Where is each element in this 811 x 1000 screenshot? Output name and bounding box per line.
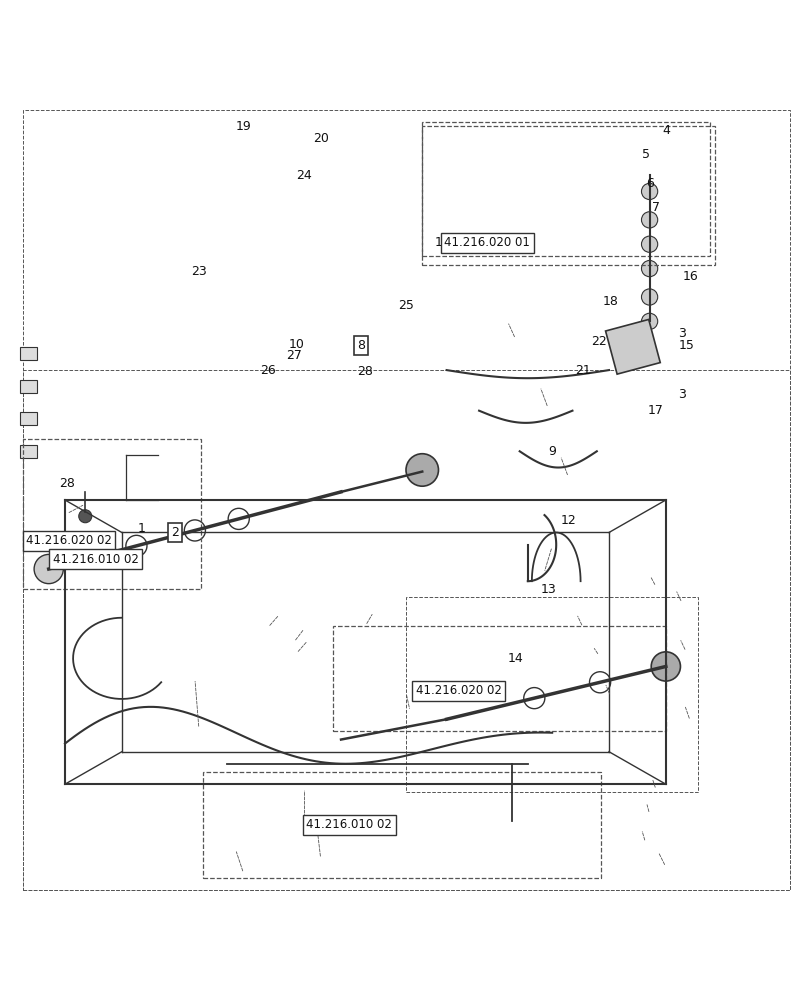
Text: 5: 5 [641, 148, 649, 161]
Text: 17: 17 [647, 404, 663, 417]
Text: 41.216.010 02: 41.216.010 02 [306, 818, 392, 831]
Text: 21: 21 [574, 364, 590, 377]
Bar [203, 772, 600, 878]
Text: 2: 2 [170, 526, 178, 539]
Text: 8: 8 [357, 339, 365, 352]
Text: 26: 26 [260, 364, 276, 377]
Text: 7: 7 [651, 201, 659, 214]
Text: 28: 28 [58, 477, 75, 490]
Bar [20, 347, 36, 360]
Text: 6: 6 [645, 177, 653, 190]
Text: 18: 18 [602, 295, 618, 308]
Text: 3: 3 [677, 388, 685, 401]
Circle shape [406, 454, 438, 486]
Circle shape [650, 652, 680, 681]
Circle shape [641, 313, 657, 329]
Bar [406, 597, 697, 792]
Text: 27: 27 [285, 349, 302, 362]
Bar [23, 370, 789, 890]
Text: 19: 19 [235, 120, 251, 133]
Text: 14: 14 [507, 652, 523, 665]
Text: 9: 9 [547, 445, 556, 458]
Text: 12: 12 [560, 514, 576, 527]
Text: 11: 11 [434, 236, 450, 249]
Text: 41.216.020 01: 41.216.020 01 [444, 236, 530, 249]
Text: 28: 28 [357, 365, 373, 378]
Text: 4: 4 [661, 124, 669, 137]
Circle shape [34, 554, 63, 584]
Bar [605, 319, 659, 374]
Text: 25: 25 [397, 299, 414, 312]
Circle shape [641, 183, 657, 200]
Text: 22: 22 [590, 335, 607, 348]
Text: 3: 3 [677, 327, 685, 340]
Circle shape [641, 289, 657, 305]
Circle shape [79, 510, 92, 523]
Bar [20, 445, 36, 458]
Bar [333, 626, 665, 731]
Bar [422, 126, 714, 265]
Text: 15: 15 [677, 339, 693, 352]
Text: 41.216.020 02: 41.216.020 02 [415, 684, 501, 697]
Circle shape [641, 236, 657, 252]
Bar [20, 380, 36, 393]
Text: 20: 20 [312, 132, 328, 145]
Text: 16: 16 [681, 270, 697, 283]
Bar [20, 412, 36, 425]
Text: 41.216.020 02: 41.216.020 02 [26, 534, 112, 547]
Circle shape [641, 260, 657, 277]
Text: 23: 23 [191, 265, 207, 278]
Text: 10: 10 [288, 338, 304, 351]
Bar [422, 122, 710, 256]
Circle shape [641, 212, 657, 228]
Text: 13: 13 [539, 583, 556, 596]
Text: 24: 24 [296, 169, 312, 182]
Text: 1: 1 [138, 522, 146, 535]
Bar [23, 439, 201, 589]
Text: 41.216.010 02: 41.216.010 02 [53, 553, 139, 566]
